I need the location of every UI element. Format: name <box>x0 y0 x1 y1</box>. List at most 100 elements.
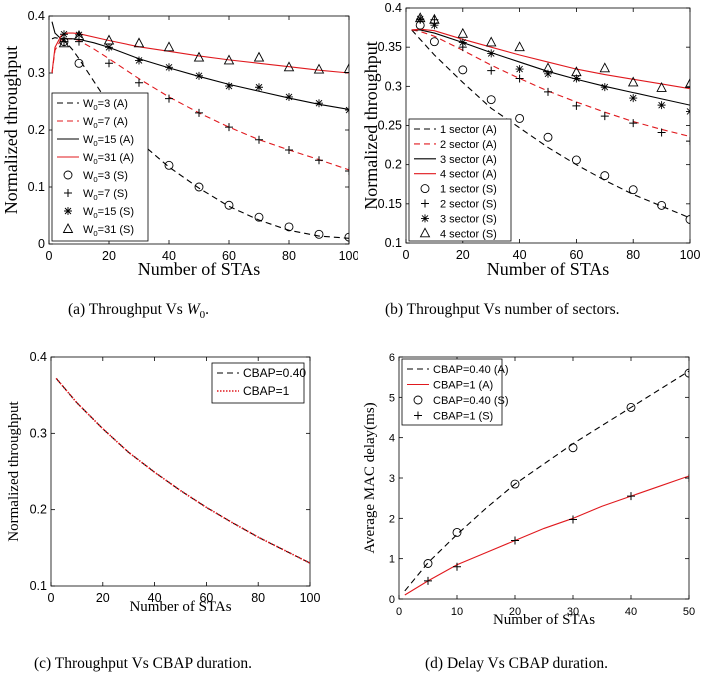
plot-frame <box>50 356 311 587</box>
legend-label: W0=31 (S) <box>83 224 134 238</box>
data-point <box>414 12 426 23</box>
data-point <box>254 212 264 222</box>
data-point <box>285 92 293 101</box>
data-point <box>58 37 70 48</box>
data-point <box>515 113 525 123</box>
data-point <box>572 74 581 83</box>
y-tick-label: 0.1 <box>30 579 47 593</box>
data-point <box>429 13 440 24</box>
data-point <box>424 576 432 585</box>
data-point <box>599 62 611 73</box>
data-point <box>225 82 233 91</box>
data-point <box>510 479 520 489</box>
series-line <box>55 377 310 564</box>
legend-marker <box>420 184 430 194</box>
data-point <box>629 119 638 128</box>
data-point <box>511 536 519 545</box>
x-tick-label: 40 <box>162 249 176 263</box>
legend-label: CBAP=0.40 (A) <box>433 364 509 376</box>
x-tick-label: 100 <box>680 248 701 262</box>
legend-label: 1 sector (S) <box>440 184 497 196</box>
y-tick-label: 0.3 <box>385 79 402 93</box>
legend: CBAP=0.40 CBAP=1 <box>211 362 306 404</box>
y-tick-label: 0.4 <box>30 350 47 364</box>
data-point <box>283 61 295 72</box>
data-point <box>285 145 293 154</box>
data-point <box>686 137 690 146</box>
caption-c: (c) Throughput Vs CBAP duration. <box>34 655 252 672</box>
legend-label: 3 sector (A) <box>440 154 497 166</box>
legend-marker <box>63 170 73 180</box>
data-point <box>657 101 666 110</box>
data-point <box>345 167 349 176</box>
y-tick-label: 0.15 <box>378 197 402 211</box>
data-point <box>429 37 439 47</box>
y-tick-label: 0 <box>389 594 395 606</box>
plot-area <box>411 12 690 224</box>
legend-label: 2 sector (S) <box>440 199 497 211</box>
legend-label: W0=3 (A) <box>83 98 128 112</box>
series-line <box>55 378 310 564</box>
data-point <box>164 160 174 170</box>
data-point <box>315 99 323 108</box>
data-point <box>453 562 461 571</box>
data-point <box>515 74 524 83</box>
data-point <box>223 54 235 65</box>
data-point <box>344 232 349 242</box>
data-point <box>253 51 265 62</box>
data-point <box>487 66 496 75</box>
y-axis-label: Normalized throughput <box>1 46 21 214</box>
legend-label: 2 sector (A) <box>440 139 497 151</box>
x-tick-label: 20 <box>96 591 110 605</box>
legend-label: W0=3 (S) <box>83 170 128 184</box>
plot-area <box>55 377 310 564</box>
x-tick-label: 60 <box>222 249 236 263</box>
series-line <box>411 29 690 106</box>
legend-marker <box>414 411 422 420</box>
data-point <box>224 200 234 210</box>
data-point <box>313 63 325 74</box>
data-point <box>225 123 233 132</box>
data-point <box>684 368 689 378</box>
data-point <box>195 71 203 80</box>
y-tick-label: 0.1 <box>28 180 45 194</box>
series-line <box>404 475 689 596</box>
data-point <box>135 56 143 65</box>
chart-a: 0 20 40 60 80 100 0 0.1 0.2 0.3 0.4 Number of STAs N… <box>1 9 358 279</box>
x-tick-label: 0 <box>46 249 53 263</box>
data-point <box>627 76 639 87</box>
series-line <box>51 38 349 171</box>
data-point <box>165 63 173 72</box>
legend-label: W0=15 (S) <box>83 206 134 220</box>
y-tick-label: 0.2 <box>385 158 402 172</box>
caption-a-sub: 0 <box>199 309 206 322</box>
data-point <box>684 78 690 88</box>
y-tick-label: 0.35 <box>378 40 402 54</box>
data-point <box>255 83 263 92</box>
x-tick-label: 40 <box>148 591 162 605</box>
data-point <box>73 29 85 40</box>
x-tick-label: 20 <box>102 249 116 263</box>
y-tick-label: 3 <box>389 473 395 485</box>
data-point <box>343 63 349 73</box>
data-point <box>458 38 467 47</box>
data-point <box>315 156 323 165</box>
y-tick-label: 0.3 <box>28 66 45 80</box>
x-tick-label: 60 <box>199 591 213 605</box>
y-tick-label: 0.1 <box>385 236 402 250</box>
legend-box <box>401 358 503 426</box>
data-point <box>544 69 552 78</box>
data-point <box>103 34 115 45</box>
legend-marker <box>421 199 429 208</box>
legend-marker <box>421 214 429 223</box>
caption-a-math: W <box>186 301 200 318</box>
x-tick-label: 0 <box>396 606 402 618</box>
series-line <box>411 28 690 90</box>
data-point <box>569 515 577 524</box>
legend-label: CBAP=1 <box>243 384 290 398</box>
data-point <box>515 65 524 74</box>
chart-c: 0 20 40 60 80 100 0.1 0.2 0.3 0.4 Number of STAs No… <box>6 350 320 615</box>
data-point <box>685 474 689 482</box>
data-point <box>416 14 425 23</box>
y-axis-label: Normalized throughput <box>361 41 381 209</box>
